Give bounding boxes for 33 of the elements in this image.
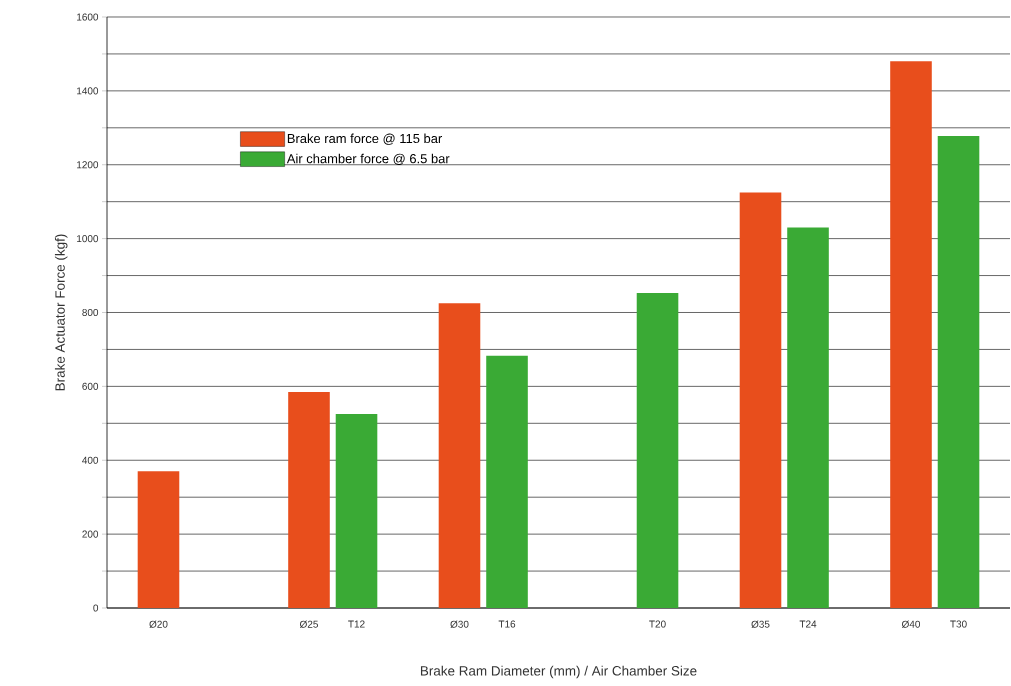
bar: [739, 192, 782, 608]
bar: [636, 292, 679, 608]
y-tick-label: 400: [82, 456, 99, 464]
x-axis-title: Brake Ram Diameter (mm) / Air Chamber Size: [420, 665, 697, 679]
x-tick-label: T30: [950, 620, 967, 628]
bar: [137, 471, 180, 608]
x-tick-label: Ø30: [450, 620, 469, 628]
y-tick-label: 1400: [77, 87, 99, 95]
y-tick-label: 1000: [77, 235, 99, 243]
bar: [335, 414, 378, 608]
x-tick-label: Ø25: [299, 620, 318, 628]
y-tick-label: 800: [82, 308, 99, 317]
bar: [438, 303, 481, 608]
x-tick-label: T24: [799, 620, 817, 628]
bar: [787, 227, 829, 608]
y-axis-title: Brake Actuator Force (kgf): [54, 234, 68, 391]
bar: [937, 135, 980, 608]
y-tick-label: 0: [93, 604, 99, 612]
x-tick-label: Ø20: [149, 620, 168, 628]
y-tick-label: 1200: [77, 161, 99, 169]
legend-label: Brake ram force @ 115 bar: [287, 133, 443, 145]
x-tick-label: T12: [348, 620, 365, 628]
x-tick-label: Ø40: [901, 620, 921, 628]
y-tick-label: 200: [82, 530, 99, 538]
bar: [890, 61, 932, 608]
y-tick-label: 600: [82, 382, 99, 390]
x-tick-label: T16: [498, 620, 516, 628]
bar: [486, 355, 528, 608]
y-tick-label: 1600: [77, 13, 99, 21]
bar: [288, 391, 330, 608]
legend-label: Air chamber force @ 6.5 bar: [286, 153, 450, 165]
x-tick-label: Ø35: [751, 620, 770, 628]
x-tick-label: T20: [649, 620, 666, 628]
